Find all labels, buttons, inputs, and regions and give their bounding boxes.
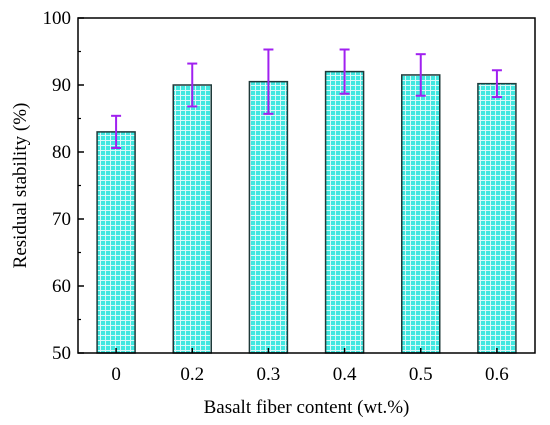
y-axis: 50 60 70 80 90 100 — [43, 8, 84, 364]
x-tick-label: 0.5 — [409, 364, 433, 385]
error-bar-0 — [111, 114, 122, 149]
bar-0.6 — [477, 82, 517, 354]
bars-layer — [96, 70, 517, 354]
x-tick-label: 0 — [111, 364, 121, 385]
y-tick-label: 50 — [52, 343, 71, 364]
y-tick-label: 90 — [52, 75, 71, 96]
bar-0.5 — [401, 74, 441, 354]
x-tick-label: 0.6 — [485, 364, 509, 385]
error-bar-0.2 — [187, 62, 198, 108]
y-tick-label: 100 — [43, 8, 72, 29]
bar-0 — [96, 131, 136, 354]
plot-frame — [77, 17, 536, 354]
x-tick-label: 0.4 — [333, 364, 357, 385]
bar-0.3 — [248, 80, 289, 354]
y-tick-label: 60 — [52, 276, 71, 297]
x-axis-label: Basalt fiber content (wt.%) — [204, 397, 410, 418]
x-tick-label: 0.2 — [180, 364, 204, 385]
y-tick-label: 80 — [52, 142, 71, 163]
error-bars-layer — [111, 48, 502, 149]
y-axis-label: Residual stability (%) — [10, 103, 31, 269]
bar-0.4 — [324, 70, 365, 354]
error-bar-0.4 — [339, 48, 350, 95]
error-bar-0.6 — [491, 69, 502, 99]
y-tick-label: 70 — [52, 209, 71, 230]
error-bar-0.5 — [415, 53, 426, 97]
error-bar-0.3 — [263, 48, 274, 115]
x-tick-label: 0.3 — [257, 364, 281, 385]
bar-0.2 — [172, 84, 212, 354]
x-axis: 0 0.2 0.3 0.4 0.5 0.6 — [111, 348, 509, 385]
